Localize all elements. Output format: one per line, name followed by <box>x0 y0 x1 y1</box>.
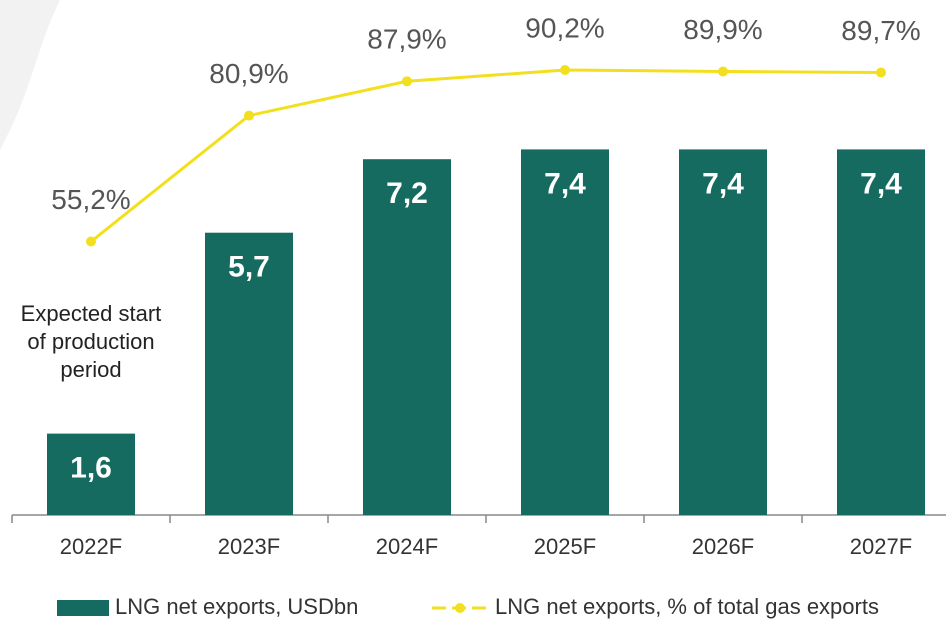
x-tick-label: 2022F <box>60 534 122 559</box>
legend-label: LNG net exports, % of total gas exports <box>495 594 879 619</box>
line-value-label: 55,2% <box>51 184 130 215</box>
line <box>90 68 882 243</box>
bar-value-label: 7,4 <box>702 167 744 200</box>
legend-marker <box>455 603 465 613</box>
line-marker <box>402 76 412 87</box>
bar <box>837 149 925 515</box>
line-marker <box>560 65 570 76</box>
bar-value-label: 1,6 <box>70 452 112 485</box>
legend-swatch <box>57 600 109 616</box>
line-marker <box>718 66 728 77</box>
bar <box>363 159 451 515</box>
bar-value-label: 7,4 <box>860 167 902 200</box>
x-tick-label: 2027F <box>850 534 912 559</box>
x-tick-label: 2026F <box>692 534 754 559</box>
line-marker <box>244 110 254 121</box>
line-value-label: 89,9% <box>683 14 762 45</box>
line-marker <box>876 67 886 78</box>
bar <box>205 232 293 515</box>
x-tick-label: 2025F <box>534 534 596 559</box>
bar <box>679 149 767 515</box>
line-value-label: 90,2% <box>525 12 604 43</box>
bar-value-label: 5,7 <box>228 251 270 284</box>
bar-value-label: 7,4 <box>544 167 586 200</box>
legend-label: LNG net exports, USDbn <box>115 594 358 619</box>
line-value-label: 80,9% <box>209 58 288 89</box>
x-tick-label: 2024F <box>376 534 438 559</box>
bar-value-label: 7,2 <box>386 177 428 210</box>
line-marker <box>86 236 96 247</box>
bar <box>47 433 135 515</box>
background-shape <box>0 0 60 150</box>
annotation: Expected start of production period <box>20 301 162 382</box>
line-value-label: 87,9% <box>367 24 446 55</box>
bar <box>521 149 609 515</box>
line-value-label: 89,7% <box>841 15 920 46</box>
x-tick-label: 2023F <box>218 534 280 559</box>
